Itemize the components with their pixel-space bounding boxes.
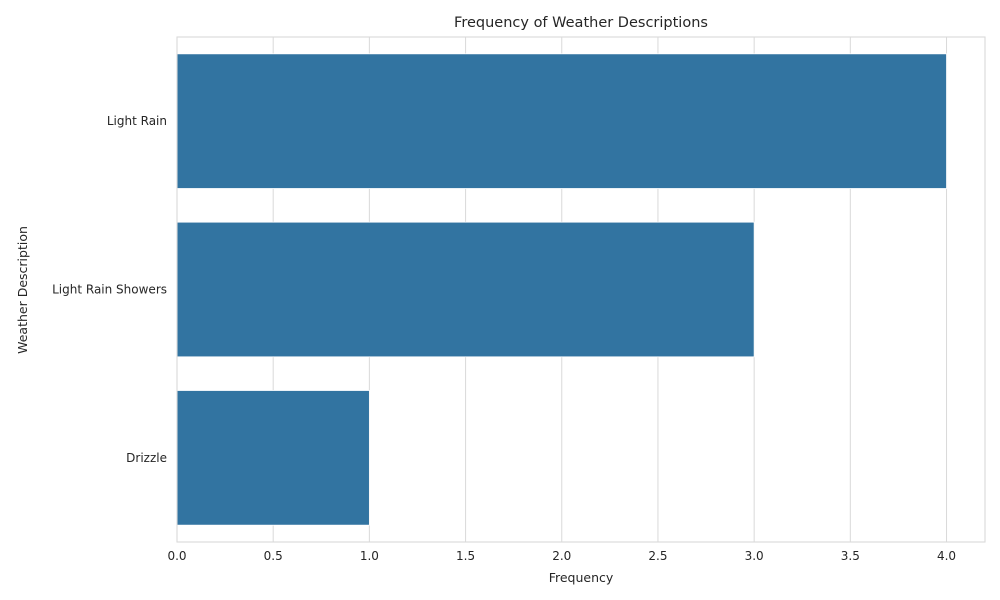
chart-title: Frequency of Weather Descriptions — [454, 15, 708, 31]
x-tick-label: 4.0 — [937, 549, 956, 563]
plot-frame — [176, 36, 986, 543]
x-tick-label: 2.5 — [648, 549, 667, 563]
y-tick-labels: Light Rain Light Rain Showers Drizzle — [52, 114, 167, 465]
x-tick-labels: 0.0 0.5 1.0 1.5 2.0 2.5 3.0 3.5 4.0 — [167, 549, 956, 563]
bar-drizzle — [176, 390, 370, 526]
x-tick-label: 1.0 — [360, 549, 379, 563]
x-tick-label: 0.0 — [167, 549, 186, 563]
y-axis-label: Weather Description — [15, 226, 30, 354]
x-tick-label: 0.5 — [264, 549, 283, 563]
x-tick-label: 3.0 — [745, 549, 764, 563]
bar-light-rain — [176, 53, 947, 189]
y-tick-label: Light Rain Showers — [52, 283, 167, 297]
y-tick-label: Light Rain — [107, 114, 167, 128]
x-tick-label: 1.5 — [456, 549, 475, 563]
y-tick-label: Drizzle — [126, 451, 167, 465]
x-axis-label: Frequency — [549, 570, 614, 585]
x-tick-label: 3.5 — [841, 549, 860, 563]
bars-layer — [176, 53, 947, 526]
x-tick-label: 2.0 — [552, 549, 571, 563]
bar-light-rain-showers — [176, 221, 755, 358]
